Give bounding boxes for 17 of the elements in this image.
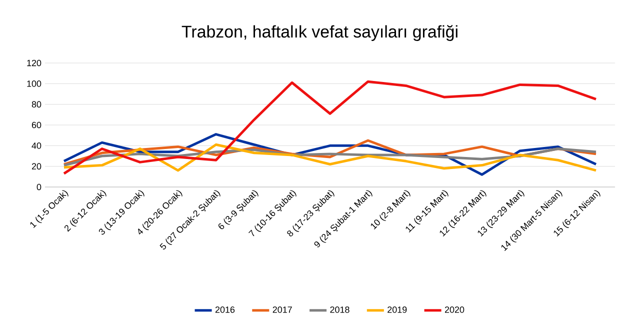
- y-tick-label: 100: [27, 80, 42, 87]
- chart-title: Trabzon, haftalık vefat sayıları grafiği: [182, 25, 458, 41]
- y-tick-label: 120: [27, 60, 42, 66]
- legend-label: 2016: [215, 306, 235, 313]
- line-series: [62, 80, 598, 175]
- legend-label: 2018: [330, 306, 350, 313]
- line-series: [62, 133, 598, 176]
- legend-label: 2019: [388, 306, 407, 313]
- legend-label: 2017: [272, 306, 292, 313]
- y-tick-label: 20: [32, 163, 42, 170]
- line-series: [62, 139, 598, 166]
- legend-label: 2020: [444, 306, 464, 313]
- y-tick-label: 60: [32, 122, 42, 128]
- line-series: [62, 143, 598, 172]
- y-tick-label: 80: [32, 101, 42, 108]
- y-tick-label: 0: [36, 184, 42, 190]
- y-tick-label: 40: [32, 142, 42, 149]
